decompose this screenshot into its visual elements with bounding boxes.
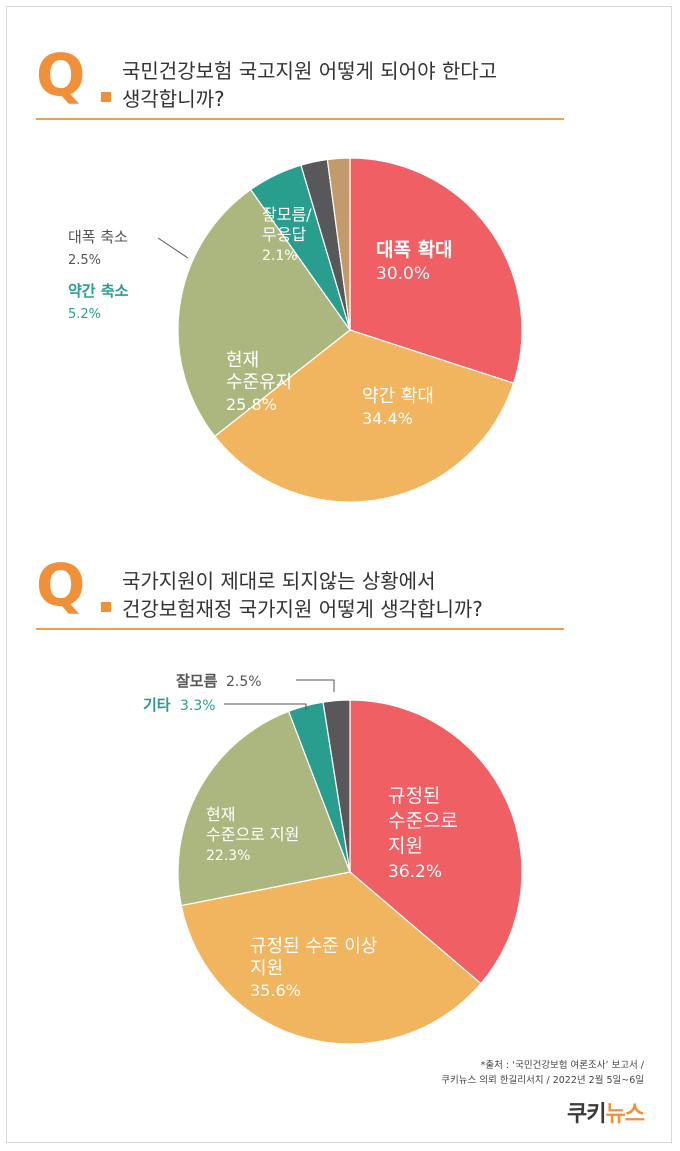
slice-name: 대폭 확대 — [376, 238, 453, 261]
logo-part-1: 쿠키 — [567, 1102, 606, 1127]
slice-name: 수준으로 지원 — [206, 825, 299, 844]
slice-value: 2.5% — [226, 674, 262, 690]
source-line-2: 쿠키뉴스 의뢰 한길리서치 / 2022년 2월 5일~6일 — [441, 1075, 644, 1086]
pie-slice — [213, 329, 515, 503]
slice-value: 3.3% — [180, 698, 216, 714]
question-1-line-2: 생각합니까? — [122, 87, 225, 111]
slice-name: 약간 축소 — [68, 282, 129, 300]
slice-label: 기타 3.3% — [143, 696, 307, 714]
slice-label: 잘모름 2.5% — [176, 672, 335, 692]
slice-name: 무응답 — [262, 225, 306, 244]
slice-name: 규정된 수준 이상 — [250, 936, 377, 957]
leader-line — [296, 679, 335, 692]
question-2-line-1: 국가지원이 제대로 되지않는 상황에서 — [122, 569, 436, 593]
slice-name: 수준유지 — [226, 372, 292, 393]
pie-slice — [177, 188, 351, 438]
slice-name: 기타 — [143, 696, 171, 714]
leader-line — [224, 703, 307, 710]
slice-name: 대폭 축소 — [68, 228, 128, 246]
slice-value: 35.6% — [250, 981, 301, 1000]
slice-name: 잘모름/ — [262, 205, 312, 224]
kuki-news-logo: 쿠키뉴스 — [567, 1096, 645, 1128]
pie-slice — [349, 157, 523, 384]
slice-value: 25.8% — [226, 395, 277, 414]
page-frame — [6, 6, 672, 1143]
leader-line — [157, 237, 189, 259]
slice-value: 34.4% — [362, 409, 413, 428]
question-2-divider — [36, 628, 564, 630]
question-2-line-2: 건강보험재정 국가지원 어떻게 생각합니까? — [122, 597, 483, 621]
slice-label: 대폭 확대 30.0% — [376, 238, 453, 284]
pie-slice — [326, 157, 351, 331]
source-note: *출처 : ‘국민건강보험 여론조사’ 보고서 / 쿠키뉴스 의뢰 한길리서치 … — [441, 1058, 644, 1088]
pie-slice — [349, 699, 523, 985]
slice-name: 규정된 — [388, 785, 440, 807]
pie-slice — [322, 699, 351, 873]
slice-value: 36.2% — [388, 862, 442, 882]
slice-label: 대폭 축소 2.5% — [68, 228, 189, 268]
slice-label: 잘모름/무응답 2.1% — [262, 205, 312, 264]
slice-name: 지원 — [250, 958, 283, 979]
pie-slice — [180, 871, 482, 1045]
q-mark-dot — [101, 92, 111, 102]
logo-part-2: 뉴스 — [605, 1102, 645, 1127]
slice-name: 잘모름 — [176, 672, 218, 690]
q-mark: Q — [36, 551, 86, 619]
slice-label: 약간 축소 5.2% — [68, 282, 129, 322]
slice-value: 5.2% — [68, 307, 101, 322]
slice-name: 수준으로 — [388, 810, 458, 832]
slice-name: 지원 — [388, 835, 423, 857]
q-mark: Q — [36, 41, 86, 109]
slice-name: 약간 확대 — [362, 386, 434, 407]
slice-value: 2.1% — [262, 248, 298, 264]
slice-name: 현재 — [206, 805, 235, 824]
slice-value: 2.5% — [68, 253, 101, 268]
question-1-divider — [36, 118, 564, 120]
slice-value: 30.0% — [376, 264, 430, 284]
slice-value: 22.3% — [206, 848, 250, 864]
question-1-line-1: 국민건강보험 국고지원 어떻게 되어야 한다고 — [122, 59, 498, 83]
q-mark-dot — [101, 602, 111, 612]
slice-name: 현재 — [226, 350, 259, 371]
source-line-1: *출처 : ‘국민건강보험 여론조사’ 보고서 / — [480, 1060, 644, 1071]
slice-label: 약간 확대 34.4% — [362, 386, 434, 428]
